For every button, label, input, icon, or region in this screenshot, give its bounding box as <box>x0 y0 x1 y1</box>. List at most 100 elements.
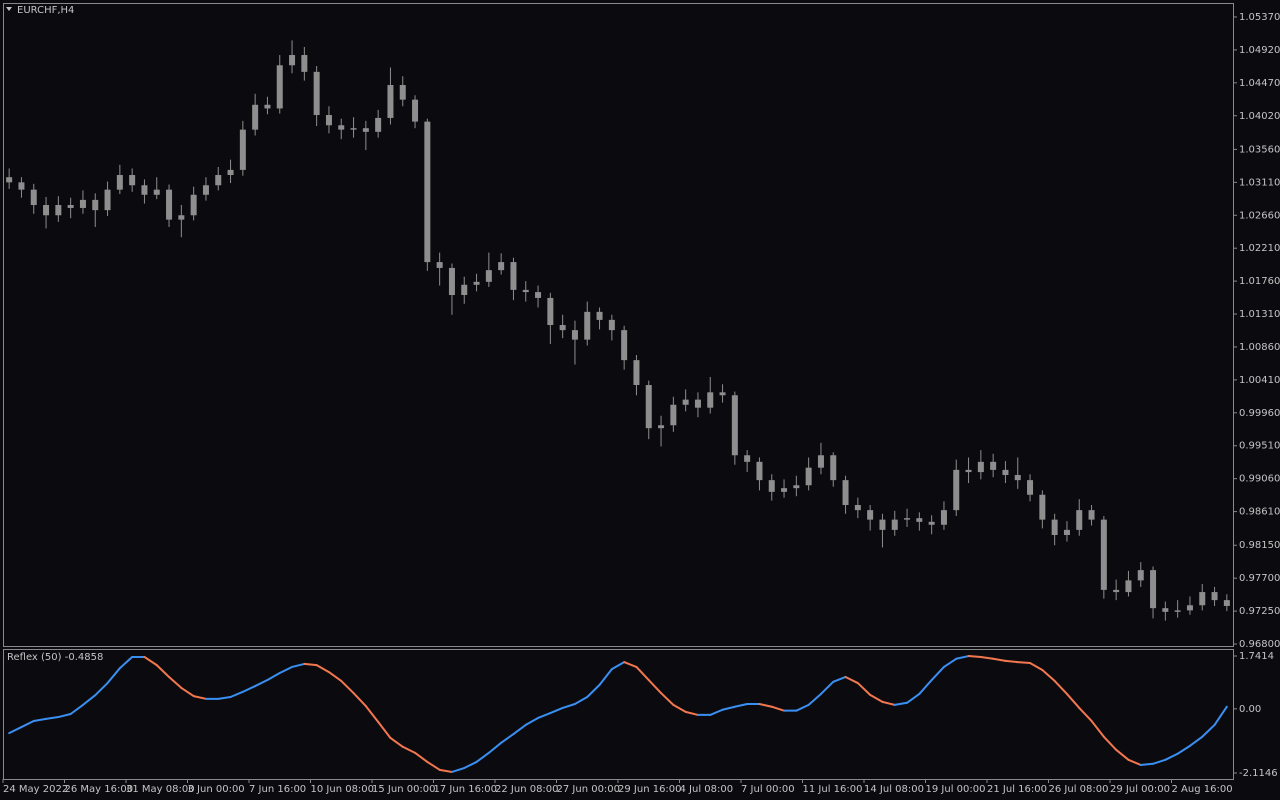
candle-body <box>793 485 800 489</box>
indicator-segment <box>660 692 675 706</box>
indicator-segment <box>1213 705 1228 726</box>
indicator-segment <box>537 712 552 719</box>
indicator-segment <box>942 657 958 668</box>
y-tick-label: 1.03560 <box>1239 144 1280 155</box>
indicator-segment <box>364 705 380 723</box>
candle-body <box>178 215 185 220</box>
x-tick-label: 14 Jul 08:00 <box>864 784 924 795</box>
candle-body <box>867 510 874 520</box>
candle-body <box>448 267 455 296</box>
candle-body <box>412 99 419 122</box>
indicator-segment <box>647 679 663 695</box>
y-tick-label: 1.05370 <box>1239 12 1280 23</box>
y-tick-label: 1.7414 <box>1239 651 1274 662</box>
indicator-title: Reflex (50) -0.4858 <box>7 652 103 663</box>
candle-body <box>830 455 837 481</box>
candle-body <box>904 518 911 520</box>
indicator-segment <box>709 708 724 716</box>
candle-body <box>670 404 677 426</box>
indicator-segment <box>1176 744 1191 755</box>
indicator-segment <box>180 686 195 698</box>
candle-body <box>559 325 566 331</box>
candle-body <box>1051 519 1058 536</box>
candle-body <box>571 330 578 340</box>
indicator-segment <box>20 719 35 729</box>
indicator-segment <box>918 679 933 695</box>
indicator-segment <box>623 661 638 668</box>
indicator-segment <box>1004 659 1019 664</box>
x-tick-label: 4 Jul 08:00 <box>680 784 734 795</box>
indicator-segment <box>635 665 650 682</box>
candle-body <box>276 65 283 109</box>
candle-body <box>1014 475 1021 481</box>
indicator-segment <box>500 733 515 744</box>
candle-body <box>1076 510 1083 530</box>
indicator-segment <box>266 672 281 682</box>
candle-body <box>1211 592 1218 601</box>
candle-body <box>1199 592 1206 606</box>
indicator-segment <box>1127 758 1142 766</box>
candle-body <box>301 55 308 72</box>
x-tick-label: 7 Jun 16:00 <box>249 784 306 795</box>
indicator-segment <box>1041 668 1056 682</box>
price-panel <box>3 3 1234 647</box>
y-tick-label: 0.98610 <box>1239 507 1280 518</box>
indicator-segment <box>327 671 343 682</box>
x-tick-label: 31 May 08:00 <box>126 784 195 795</box>
indicator-segment <box>549 706 564 715</box>
indicator-segment <box>1139 762 1155 766</box>
candle-body <box>202 185 209 195</box>
candle-body <box>916 518 923 522</box>
candle-body <box>338 125 345 130</box>
candle-body <box>289 55 296 66</box>
x-tick-label: 10 Jun 08:00 <box>311 784 375 795</box>
y-tick-label: 0.96800 <box>1239 639 1280 650</box>
candle-body <box>781 488 788 492</box>
indicator-segment <box>869 693 884 703</box>
candle-body <box>1223 600 1230 606</box>
y-tick-label: 0.97250 <box>1239 606 1280 617</box>
x-tick-label: 26 Jul 08:00 <box>1049 784 1109 795</box>
candle-body <box>608 319 615 331</box>
candle-body <box>1088 510 1095 520</box>
menu-arrow[interactable] <box>6 7 12 11</box>
candle-body <box>461 284 468 296</box>
indicator-segment <box>856 682 872 696</box>
candle-body <box>707 392 714 408</box>
indicator-segment <box>32 717 48 722</box>
indicator-segment <box>192 695 207 700</box>
indicator-segment <box>487 741 503 754</box>
candle-body <box>375 117 382 132</box>
candle-body <box>498 262 505 271</box>
candle-body <box>510 262 517 290</box>
candle-body <box>584 311 591 340</box>
candle-body <box>990 461 997 470</box>
y-tick-label: 0.97700 <box>1239 573 1280 584</box>
candle-body <box>6 177 13 183</box>
candle-body <box>55 205 62 216</box>
candle-body <box>719 392 726 396</box>
x-tick-label: 29 Jun 16:00 <box>618 784 682 795</box>
y-tick-label: 1.00410 <box>1239 375 1280 386</box>
candle-body <box>1186 605 1193 611</box>
y-tick-label: 0.99960 <box>1239 408 1280 419</box>
x-tick-label: 17 Jun 16:00 <box>434 784 498 795</box>
indicator-segment <box>733 702 749 708</box>
y-tick-label: 0.99510 <box>1239 441 1280 452</box>
y-tick-label: 0.98150 <box>1239 540 1280 551</box>
x-tick-label: 22 Jun 08:00 <box>495 784 559 795</box>
indicator-segment <box>438 768 453 773</box>
indicator-segment <box>106 667 121 685</box>
candle-body <box>817 455 824 468</box>
candle-body <box>67 205 74 208</box>
y-tick-label: 0.00 <box>1239 704 1261 715</box>
indicator-segment <box>1164 752 1179 761</box>
indicator-segment <box>475 751 490 763</box>
candle-body <box>1162 608 1169 612</box>
y-tick-label: 1.00860 <box>1239 342 1280 353</box>
indicator-segment <box>229 690 244 699</box>
candle-body <box>535 292 542 298</box>
candle-body <box>928 521 935 525</box>
indicator-segment <box>217 696 232 700</box>
